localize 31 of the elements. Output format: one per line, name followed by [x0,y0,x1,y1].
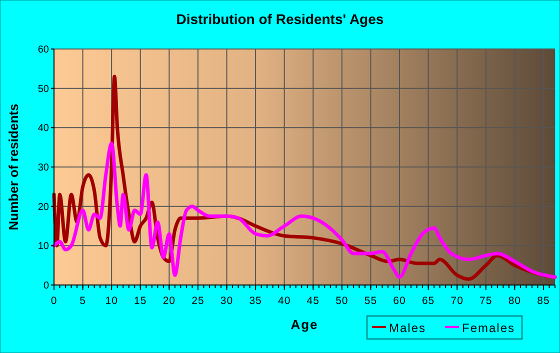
line-series [52,142,557,279]
x-tick-label: 30 [220,295,234,307]
x-tick-label: 20 [162,295,176,307]
x-tick-label: 45 [306,295,320,307]
x-tick-label: 0 [50,295,58,307]
x-tick-label: 60 [393,295,406,307]
y-tick-label: 20 [38,202,50,213]
y-tick-label: 40 [38,123,50,134]
x-axis-title: Age [290,317,318,332]
legend-label: Females [462,321,516,335]
y-tick-label: 10 [38,241,50,252]
y-tick-label: 30 [38,162,50,174]
legend-label: Males [389,321,426,335]
x-tick-label: 70 [450,295,464,307]
x-tick-label: 80 [508,295,522,307]
chart-title: Distribution of Residents' Ages [176,11,384,27]
x-tick-label: 40 [278,295,291,307]
y-tick-label: 60 [38,44,50,56]
x-tick-label: 5 [80,295,86,307]
x-tick-label: 75 [480,295,492,307]
x-tick-label: 10 [105,295,118,307]
y-tick-label: 0 [43,280,50,292]
y-axis-title: Number of residents [6,104,21,230]
x-tick-label: 15 [134,295,147,307]
y-tick-label: 50 [38,84,50,95]
x-tick-label: 65 [422,295,435,307]
x-tick-label: 35 [249,295,262,307]
x-tick-label: 85 [537,295,550,307]
x-tick-label: 50 [336,295,348,307]
x-tick-label: 55 [364,295,378,307]
x-tick-label: 25 [192,295,204,307]
